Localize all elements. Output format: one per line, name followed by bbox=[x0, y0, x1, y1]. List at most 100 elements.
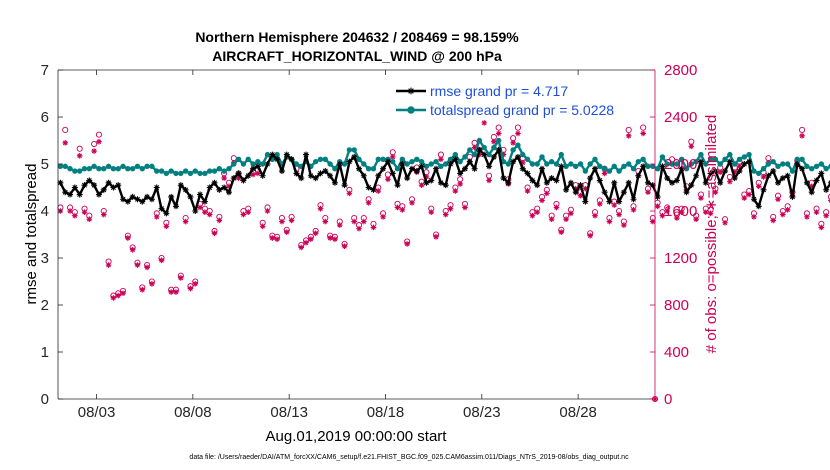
data-file-footnote: data file: /Users/raeder/DAI/ATM_forcXX/… bbox=[189, 454, 629, 461]
rmse-point bbox=[240, 177, 247, 184]
rmse-point bbox=[394, 182, 401, 189]
y-left-tick-label: 5 bbox=[41, 156, 49, 173]
rmse-point bbox=[360, 172, 367, 179]
rmse-point bbox=[697, 158, 704, 165]
totalspread-point bbox=[809, 166, 815, 172]
totalspread-point bbox=[606, 168, 613, 174]
rmse-point bbox=[591, 165, 598, 172]
rmse-point bbox=[775, 179, 782, 186]
obs-assimilated-point bbox=[823, 212, 829, 219]
obs-assimilated-point bbox=[544, 190, 550, 197]
totalspread-point bbox=[751, 168, 757, 174]
obs-assimilated-point bbox=[418, 182, 425, 188]
obs-assimilated-point bbox=[269, 235, 276, 241]
rmse-point bbox=[389, 170, 396, 177]
obs-assimilated-point bbox=[283, 229, 290, 235]
rmse-point bbox=[327, 172, 334, 179]
totalspread-point bbox=[428, 161, 434, 167]
obs-assimilated-point bbox=[120, 290, 126, 297]
rmse-point bbox=[471, 165, 478, 172]
totalspread-series bbox=[57, 137, 830, 177]
obs-assimilated-point bbox=[813, 209, 820, 215]
obs-assimilated-point bbox=[621, 222, 627, 228]
obs-assimilated-point bbox=[654, 203, 661, 210]
rmse-point bbox=[461, 165, 468, 172]
obs-assimilated-point bbox=[428, 209, 435, 215]
obs-assimilated-point bbox=[606, 218, 613, 225]
totalspread-point bbox=[611, 163, 617, 170]
obs-assimilated-point bbox=[693, 216, 699, 223]
rmse-point bbox=[399, 161, 406, 167]
rmse-point bbox=[577, 182, 584, 189]
y-left-tick-label: 4 bbox=[41, 203, 49, 220]
totalspread-point bbox=[67, 166, 73, 172]
totalspread-point bbox=[731, 161, 738, 167]
rmse-point bbox=[514, 153, 521, 160]
totalspread-point bbox=[548, 158, 555, 165]
legend-rmse-label: rmse grand pr = 4.717 bbox=[430, 83, 568, 99]
rmse-point bbox=[91, 182, 98, 189]
rmse-point bbox=[664, 175, 671, 182]
obs-assimilated-point bbox=[548, 216, 555, 223]
rmse-point bbox=[746, 158, 753, 165]
obs-assimilated-point bbox=[332, 236, 338, 242]
x-tick-label: 08/03 bbox=[78, 404, 116, 421]
obs-assimilated-point bbox=[442, 211, 449, 218]
obs-assimilated-point bbox=[572, 185, 579, 192]
obs-assimilated-point bbox=[197, 204, 203, 211]
totalspread-point bbox=[81, 166, 88, 172]
totalspread-point bbox=[563, 163, 569, 170]
totalspread-point bbox=[476, 137, 483, 144]
totalspread-point bbox=[438, 163, 444, 170]
obs-assimilated-point bbox=[235, 175, 242, 181]
rmse-point bbox=[722, 168, 729, 175]
obs-assimilated-point bbox=[264, 208, 271, 214]
obs-assimilated-point bbox=[678, 209, 685, 215]
rmse-point bbox=[413, 168, 420, 175]
obs-assimilated-point bbox=[539, 197, 545, 204]
totalspread-point bbox=[760, 166, 767, 172]
totalspread-point bbox=[332, 166, 338, 172]
rmse-point bbox=[799, 165, 806, 172]
totalspread-point bbox=[650, 163, 656, 170]
obs-assimilated-point bbox=[149, 281, 155, 287]
totalspread-point bbox=[86, 166, 93, 172]
obs-assimilated-point bbox=[409, 199, 415, 206]
rmse-point bbox=[148, 196, 155, 203]
y-right-tick-label: 1600 bbox=[664, 203, 697, 220]
totalspread-point bbox=[192, 168, 198, 174]
totalspread-point bbox=[467, 147, 473, 153]
totalspread-point bbox=[601, 166, 608, 172]
obs-possible-point bbox=[62, 126, 69, 133]
totalspread-point bbox=[390, 158, 396, 165]
totalspread-point bbox=[356, 156, 362, 163]
obs-assimilated-point bbox=[736, 163, 743, 170]
totalspread-point bbox=[255, 158, 261, 165]
obs-assimilated-point bbox=[688, 143, 695, 150]
rmse-point bbox=[755, 203, 762, 210]
obs-assimilated-point bbox=[423, 174, 430, 180]
obs-assimilated-point bbox=[645, 189, 651, 195]
rmse-point bbox=[707, 170, 714, 177]
rmse-point bbox=[317, 170, 324, 177]
totalspread-point bbox=[582, 168, 589, 174]
totalspread-point bbox=[62, 163, 68, 170]
rmse-point bbox=[211, 179, 218, 186]
totalspread-point bbox=[120, 163, 126, 170]
totalspread-point bbox=[573, 163, 579, 170]
rmse-point bbox=[611, 179, 618, 186]
obs-assimilated-point bbox=[510, 140, 516, 146]
obs-assimilated-point bbox=[81, 209, 88, 215]
obs-assimilated-point bbox=[722, 219, 728, 226]
obs-assimilated-point bbox=[611, 202, 618, 208]
rmse-point bbox=[336, 161, 343, 167]
rmse-point bbox=[375, 172, 382, 179]
rmse-point bbox=[356, 165, 363, 172]
totalspread-point bbox=[211, 168, 218, 174]
rmse-point bbox=[110, 184, 117, 191]
rmse-point bbox=[490, 153, 497, 160]
totalspread-point bbox=[312, 158, 319, 165]
rmse-point bbox=[351, 153, 358, 160]
obs-assimilated-point bbox=[312, 230, 319, 237]
totalspread-point bbox=[101, 166, 107, 172]
